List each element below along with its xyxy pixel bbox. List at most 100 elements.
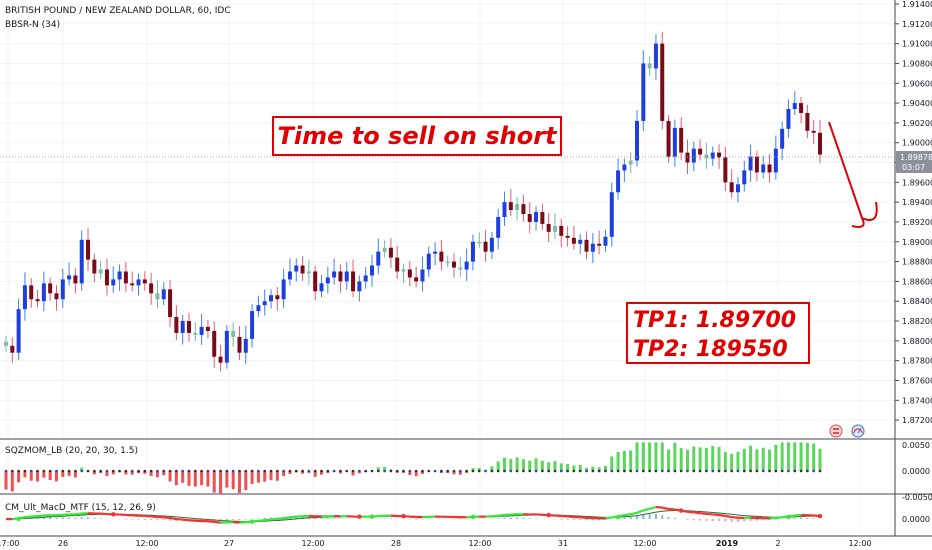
sqz-dot (86, 469, 90, 473)
macd-line-segment (605, 516, 612, 520)
sqz-bar (717, 446, 721, 471)
candle-body (338, 271, 343, 282)
candle-body (86, 239, 91, 260)
candle-body (754, 156, 759, 173)
candle-body (439, 251, 444, 262)
price-tick-label: 1.89600 (902, 178, 932, 187)
sqz-bar (162, 471, 166, 476)
price-badge (896, 151, 932, 173)
macd-histogram-bar (623, 517, 626, 519)
candle-body (104, 269, 109, 286)
time-tick-label: 27 (224, 539, 234, 548)
macd-histogram-bar (648, 514, 651, 519)
sqz-bar (200, 471, 204, 486)
macd-line-segment (24, 515, 32, 519)
candle-body (41, 283, 46, 302)
flag-icon[interactable] (829, 424, 843, 438)
macd-line-segment (775, 516, 783, 520)
candle-body (218, 356, 223, 363)
candle-body (729, 182, 734, 193)
price-tick-label: 1.89200 (902, 218, 932, 227)
candle-body (294, 265, 299, 272)
candle-body (470, 241, 475, 262)
sqz-bar (17, 471, 21, 483)
macd-histogram-bar (692, 519, 695, 521)
sqz-dot (383, 469, 386, 473)
candle-body (414, 277, 419, 282)
macd-label: CM_Ult_MacD_MTF (15, 12, 26, 9) (5, 503, 156, 513)
macd-line-segment (580, 516, 587, 519)
macd-histogram-bar (131, 519, 134, 520)
macd-histogram-bar (560, 519, 563, 520)
macd-histogram-bar (736, 519, 739, 522)
macd-cross-dot (546, 512, 551, 518)
candle-body (805, 112, 810, 131)
sqz-dot (168, 469, 172, 473)
price-tick-label: 1.87800 (902, 357, 932, 366)
macd-histogram-bar (238, 519, 241, 521)
candle-body (269, 295, 274, 302)
sqz-bar (502, 457, 506, 471)
sqz-bar (566, 463, 570, 471)
macd-cross-dot (615, 514, 621, 520)
gauge-icon[interactable] (851, 424, 865, 438)
macd-histogram-bar (768, 519, 771, 521)
sqz-bar (181, 471, 185, 483)
sqz-dot (408, 469, 412, 473)
sqz-dot (364, 469, 367, 473)
macd-line-segment (37, 514, 44, 518)
sqz-bar (23, 471, 27, 478)
macd-histogram-bar (99, 518, 102, 519)
sqz-dot (635, 469, 639, 473)
candle-body (149, 283, 154, 294)
sqz-dot (749, 469, 752, 473)
sqz-dot (376, 469, 380, 473)
macd-cross-dot (817, 513, 823, 519)
sqz-dot (187, 469, 191, 473)
sqz-bar (105, 471, 109, 477)
candle-body (622, 164, 627, 171)
candle-body (237, 336, 242, 353)
macd-cross-dot (401, 513, 406, 519)
candle-body (79, 239, 84, 284)
price-tick-label: 1.88400 (902, 297, 932, 306)
candle-body (174, 317, 179, 333)
candle-body (60, 279, 65, 300)
price-axis[interactable]: 1.91400 1.91200 1.91000 1.90800 1.90600 1.904… (895, 0, 932, 425)
sqz-bar (193, 471, 197, 487)
macd-histogram-bar (730, 519, 733, 522)
macd-histogram-bar (143, 519, 146, 520)
candle-body (477, 241, 482, 244)
time-tick-label: 12:00 (301, 539, 324, 548)
sqz-dot (389, 469, 393, 473)
sqz-bar (231, 471, 235, 490)
sqz-bar (452, 471, 456, 475)
macd-cross-dot (357, 514, 362, 519)
macd-line-segment (214, 520, 221, 524)
candle-body (231, 330, 236, 337)
macd-line-segment (699, 512, 707, 516)
sqz-dot (288, 469, 292, 473)
sqz-bar (212, 471, 216, 493)
sqz-dot (80, 469, 84, 473)
candle-body (250, 311, 255, 339)
sqz-bar (219, 471, 223, 495)
sqz-bar (509, 459, 513, 471)
time-tick-label: 17:00 (0, 539, 20, 548)
candle-body (319, 283, 324, 292)
macd-pane (5, 505, 823, 524)
time-axis[interactable]: 17:00 26 12:00 27 12:00 28 12:00 31 12:00 2019 2 12… (0, 539, 872, 548)
sqz-dot (99, 469, 102, 473)
macd-histogram-bar (793, 517, 796, 519)
candle-body (780, 128, 785, 149)
macd-histogram-bar (326, 518, 329, 519)
macd-histogram-bar (257, 518, 260, 519)
candle-body (515, 204, 520, 211)
macd-histogram-bar (415, 519, 418, 520)
candle-body (407, 269, 412, 278)
sqz-bar (155, 471, 159, 478)
macd-histogram-bar (774, 519, 777, 520)
macd-line-segment (624, 513, 631, 517)
candle-body (685, 152, 690, 163)
